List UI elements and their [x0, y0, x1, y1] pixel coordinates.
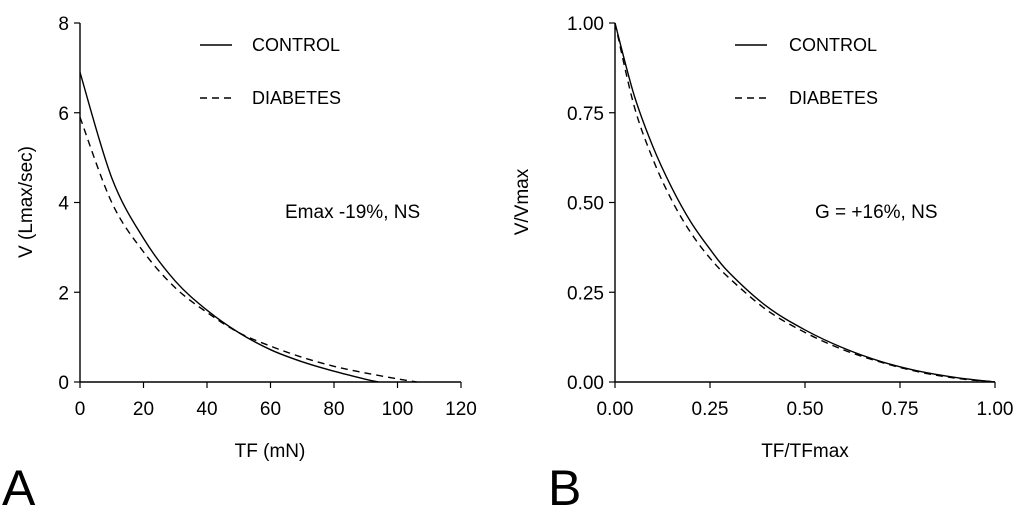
panel-b-y-tick-label: 0.25	[567, 283, 604, 304]
panel-a-x-tick-label: 20	[133, 399, 154, 420]
panel-a-x-tick-label: 120	[445, 399, 477, 420]
panel-b-legend: CONTROL DIABETES	[735, 35, 878, 108]
panel-a-series-control-line	[79, 72, 379, 383]
panel-a-legend-control-label: CONTROL	[252, 35, 340, 55]
panel-a-legend: CONTROL DIABETES	[200, 35, 341, 108]
panel-b-legend-control-label: CONTROL	[789, 35, 877, 55]
panel-b-plot: 0.00 0.25 0.50 0.75 1.00 0.00 0.25 0.50 0.75 1.00	[567, 14, 1013, 420]
panel-b-y-tick-label: 0.75	[567, 104, 604, 125]
panel-b-x-axis-label: TF/TFmax	[761, 441, 849, 462]
panel-a-annotation: Emax -19%, NS	[285, 202, 420, 223]
panel-a-x-axis-label: TF (mN)	[235, 441, 306, 462]
panel-b-y-tick-label: 1.00	[567, 14, 604, 35]
panel-a-y-tick-label: 8	[58, 14, 69, 35]
panel-b-series-diabetes-line	[614, 22, 996, 383]
panel-b-letter: B	[548, 460, 581, 507]
panel-b-x-tick-label: 0.00	[597, 399, 634, 420]
panel-b-x-tick-label: 0.25	[692, 399, 729, 420]
panel-a-series-diabetes-line	[79, 116, 417, 383]
panel-a-x-tick-label: 80	[323, 399, 344, 420]
panel-a: 0 20 40 60 80 100 120 0 2 4 6 8 CONTROL DIABETES Em…	[2, 14, 477, 507]
panel-a-letter: A	[2, 460, 36, 507]
panel-b-x-tick-label: 0.75	[882, 399, 919, 420]
panel-a-y-axis-label: V (Lmax/sec)	[16, 146, 37, 258]
panel-b-y-tick-label: 0.50	[567, 194, 604, 215]
panel-b-x-tick-label: 1.00	[977, 399, 1014, 420]
panel-a-x-tick-label: 60	[260, 399, 281, 420]
panel-b-x-tick-label: 0.50	[787, 399, 824, 420]
panel-b: 0.00 0.25 0.50 0.75 1.00 0.00 0.25 0.50 0.75 1.00…	[512, 14, 1013, 507]
panel-a-legend-diabetes-label: DIABETES	[252, 88, 341, 108]
panel-a-y-tick-label: 6	[58, 104, 69, 125]
panel-a-plot: 0 20 40 60 80 100 120 0 2 4 6 8	[58, 14, 476, 420]
panel-a-x-tick-label: 40	[196, 399, 217, 420]
panel-a-y-tick-label: 2	[58, 283, 69, 304]
panel-b-legend-diabetes-label: DIABETES	[789, 88, 878, 108]
panel-a-x-tick-label: 100	[382, 399, 414, 420]
panel-a-y-tick-label: 4	[58, 194, 69, 215]
panel-b-annotation: G = +16%, NS	[815, 202, 938, 223]
panel-b-series-control-line	[614, 22, 996, 383]
panel-a-x-tick-label: 0	[75, 399, 86, 420]
panel-b-y-tick-label: 0.00	[567, 373, 604, 394]
panel-a-y-tick-label: 0	[58, 373, 69, 394]
panel-b-y-axis-label: V/Vmax	[512, 168, 533, 235]
